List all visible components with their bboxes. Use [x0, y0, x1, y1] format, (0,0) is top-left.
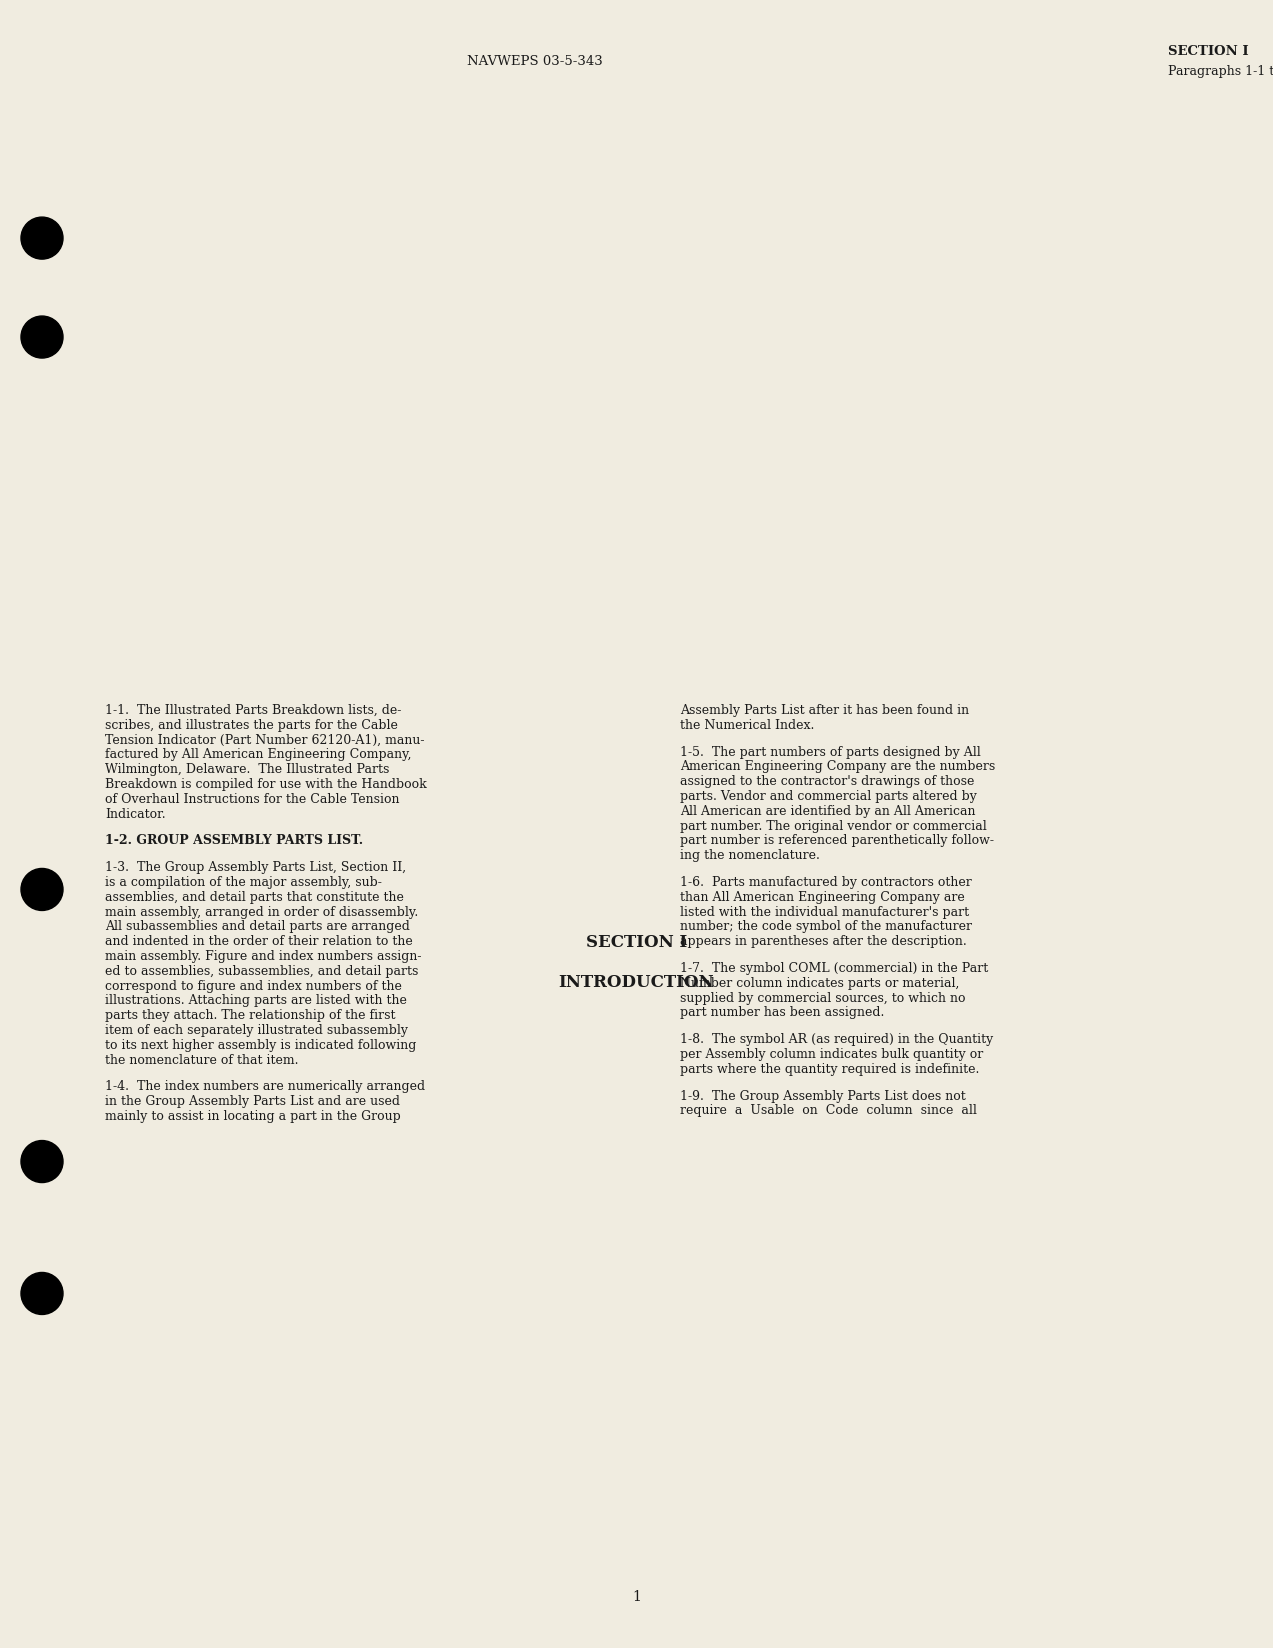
Text: 1-8.  The symbol AR (as required) in the Quantity: 1-8. The symbol AR (as required) in the … — [680, 1033, 993, 1045]
Text: 1-7.  The symbol COML (commercial) in the Part: 1-7. The symbol COML (commercial) in the… — [680, 961, 988, 974]
Text: Wilmington, Delaware.  The Illustrated Parts: Wilmington, Delaware. The Illustrated Pa… — [104, 763, 390, 776]
Text: mainly to assist in locating a part in the Group: mainly to assist in locating a part in t… — [104, 1109, 401, 1122]
Text: assemblies, and detail parts that constitute the: assemblies, and detail parts that consti… — [104, 890, 404, 903]
Text: 1-1.  The Illustrated Parts Breakdown lists, de-: 1-1. The Illustrated Parts Breakdown lis… — [104, 704, 401, 717]
Text: the Numerical Index.: the Numerical Index. — [680, 719, 815, 732]
Text: All subassemblies and detail parts are arranged: All subassemblies and detail parts are a… — [104, 920, 410, 933]
Text: ing the nomenclature.: ing the nomenclature. — [680, 849, 820, 862]
Circle shape — [20, 316, 62, 359]
Text: assigned to the contractor's drawings of those: assigned to the contractor's drawings of… — [680, 775, 974, 788]
Text: NAVWEPS 03-5-343: NAVWEPS 03-5-343 — [467, 54, 602, 68]
Text: listed with the individual manufacturer's part: listed with the individual manufacturer'… — [680, 905, 969, 918]
Text: 1-6.  Parts manufactured by contractors other: 1-6. Parts manufactured by contractors o… — [680, 875, 971, 888]
Text: 1-2. GROUP ASSEMBLY PARTS LIST.: 1-2. GROUP ASSEMBLY PARTS LIST. — [104, 834, 363, 847]
Text: part number has been assigned.: part number has been assigned. — [680, 1005, 885, 1018]
Circle shape — [20, 1140, 62, 1183]
Text: INTRODUCTION: INTRODUCTION — [559, 974, 714, 990]
Text: correspond to figure and index numbers of the: correspond to figure and index numbers o… — [104, 979, 402, 992]
Text: Tension Indicator (Part Number 62120-A1), manu-: Tension Indicator (Part Number 62120-A1)… — [104, 733, 424, 747]
Text: item of each separately illustrated subassembly: item of each separately illustrated suba… — [104, 1023, 409, 1037]
Text: is a compilation of the major assembly, sub-: is a compilation of the major assembly, … — [104, 875, 382, 888]
Circle shape — [20, 218, 62, 260]
Text: and indented in the order of their relation to the: and indented in the order of their relat… — [104, 934, 412, 948]
Text: per Assembly column indicates bulk quantity or: per Assembly column indicates bulk quant… — [680, 1048, 983, 1060]
Text: illustrations. Attaching parts are listed with the: illustrations. Attaching parts are liste… — [104, 994, 407, 1007]
Text: in the Group Assembly Parts List and are used: in the Group Assembly Parts List and are… — [104, 1094, 400, 1107]
Text: 1: 1 — [633, 1589, 640, 1604]
Circle shape — [20, 1272, 62, 1315]
Text: 1-5.  The part numbers of parts designed by All: 1-5. The part numbers of parts designed … — [680, 745, 980, 758]
Text: Number column indicates parts or material,: Number column indicates parts or materia… — [680, 976, 960, 989]
Text: 1-9.  The Group Assembly Parts List does not: 1-9. The Group Assembly Parts List does … — [680, 1089, 966, 1103]
Circle shape — [20, 868, 62, 911]
Text: Indicator.: Indicator. — [104, 808, 165, 821]
Text: Assembly Parts List after it has been found in: Assembly Parts List after it has been fo… — [680, 704, 969, 717]
Text: supplied by commercial sources, to which no: supplied by commercial sources, to which… — [680, 990, 965, 1004]
Text: part number. The original vendor or commercial: part number. The original vendor or comm… — [680, 819, 987, 832]
Text: the nomenclature of that item.: the nomenclature of that item. — [104, 1053, 298, 1066]
Text: number; the code symbol of the manufacturer: number; the code symbol of the manufactu… — [680, 920, 973, 933]
Text: part number is referenced parenthetically follow-: part number is referenced parentheticall… — [680, 834, 994, 847]
Text: Breakdown is compiled for use with the Handbook: Breakdown is compiled for use with the H… — [104, 778, 426, 791]
Text: require  a  Usable  on  Code  column  since  all: require a Usable on Code column since al… — [680, 1104, 976, 1117]
Text: main assembly. Figure and index numbers assign-: main assembly. Figure and index numbers … — [104, 949, 421, 962]
Text: main assembly, arranged in order of disassembly.: main assembly, arranged in order of disa… — [104, 905, 419, 918]
Text: Paragraphs 1-1 to 1-9: Paragraphs 1-1 to 1-9 — [1169, 64, 1273, 77]
Text: parts they attach. The relationship of the first: parts they attach. The relationship of t… — [104, 1009, 396, 1022]
Text: appears in parentheses after the description.: appears in parentheses after the descrip… — [680, 934, 966, 948]
Text: SECTION I: SECTION I — [1169, 44, 1249, 58]
Text: SECTION I: SECTION I — [586, 933, 687, 951]
Text: of Overhaul Instructions for the Cable Tension: of Overhaul Instructions for the Cable T… — [104, 793, 400, 806]
Text: All American are identified by an All American: All American are identified by an All Am… — [680, 804, 975, 817]
Text: 1-4.  The index numbers are numerically arranged: 1-4. The index numbers are numerically a… — [104, 1079, 425, 1093]
Text: 1-3.  The Group Assembly Parts List, Section II,: 1-3. The Group Assembly Parts List, Sect… — [104, 860, 406, 873]
Text: scribes, and illustrates the parts for the Cable: scribes, and illustrates the parts for t… — [104, 719, 398, 732]
Text: American Engineering Company are the numbers: American Engineering Company are the num… — [680, 760, 995, 773]
Text: than All American Engineering Company are: than All American Engineering Company ar… — [680, 890, 965, 903]
Text: to its next higher assembly is indicated following: to its next higher assembly is indicated… — [104, 1038, 416, 1051]
Text: parts. Vendor and commercial parts altered by: parts. Vendor and commercial parts alter… — [680, 789, 976, 803]
Text: parts where the quantity required is indefinite.: parts where the quantity required is ind… — [680, 1063, 979, 1074]
Text: factured by All American Engineering Company,: factured by All American Engineering Com… — [104, 748, 411, 761]
Text: ed to assemblies, subassemblies, and detail parts: ed to assemblies, subassemblies, and det… — [104, 964, 419, 977]
